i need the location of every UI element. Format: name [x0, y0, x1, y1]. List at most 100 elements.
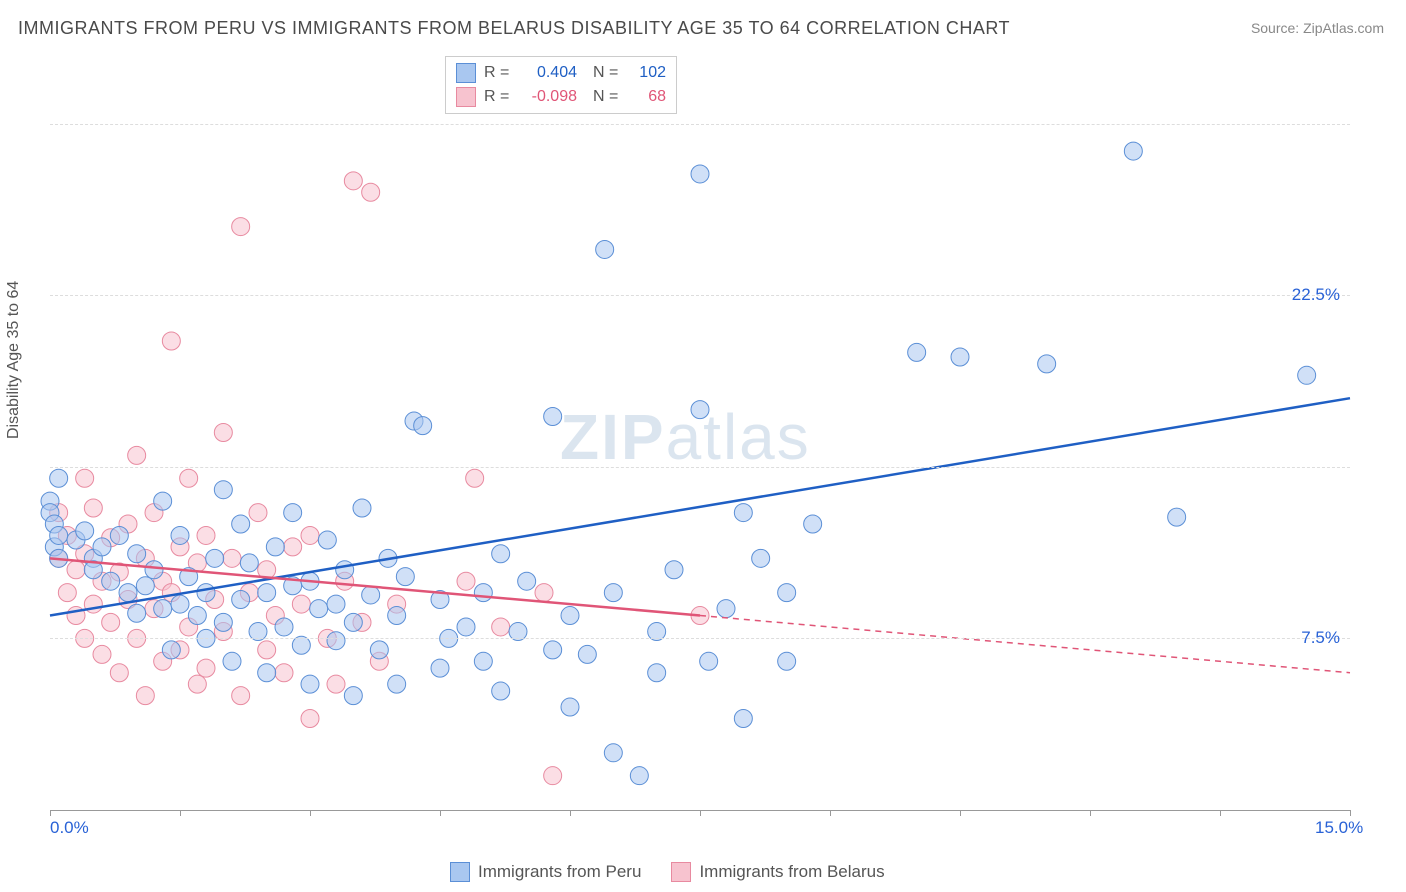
peru-point — [630, 767, 648, 785]
peru-point — [232, 591, 250, 609]
x-tick — [1220, 810, 1221, 816]
y-tick-label: 7.5% — [1301, 628, 1340, 648]
peru-point — [206, 549, 224, 567]
peru-point — [370, 641, 388, 659]
belarus-point — [258, 641, 276, 659]
belarus-point — [301, 709, 319, 727]
peru-point — [734, 504, 752, 522]
peru-point — [327, 595, 345, 613]
peru-point — [734, 709, 752, 727]
belarus-point — [180, 469, 198, 487]
legend-item-belarus: Immigrants from Belarus — [671, 862, 884, 882]
chart-svg — [50, 55, 1350, 810]
peru-r-value: 0.404 — [522, 61, 577, 85]
peru-point — [717, 600, 735, 618]
belarus-point — [232, 218, 250, 236]
y-axis-label: Disability Age 35 to 64 — [5, 281, 23, 439]
belarus-point — [457, 572, 475, 590]
x-tick — [310, 810, 311, 816]
peru-legend-label: Immigrants from Peru — [478, 862, 641, 882]
peru-point — [188, 607, 206, 625]
belarus-point — [110, 664, 128, 682]
peru-point — [318, 531, 336, 549]
peru-point — [310, 600, 328, 618]
peru-point — [431, 659, 449, 677]
peru-point — [700, 652, 718, 670]
chart-title: IMMIGRANTS FROM PERU VS IMMIGRANTS FROM … — [18, 18, 1010, 39]
peru-point — [778, 652, 796, 670]
peru-point — [388, 607, 406, 625]
peru-point — [93, 538, 111, 556]
peru-point — [396, 568, 414, 586]
grid-line — [50, 124, 1350, 125]
peru-point — [778, 584, 796, 602]
peru-point — [214, 613, 232, 631]
peru-point — [128, 604, 146, 622]
peru-point — [362, 586, 380, 604]
peru-point — [596, 240, 614, 258]
n-label: N = — [593, 85, 623, 109]
series-legend: Immigrants from Peru Immigrants from Bel… — [450, 862, 885, 882]
grid-line — [50, 638, 1350, 639]
peru-point — [388, 675, 406, 693]
peru-trendline — [50, 398, 1350, 615]
belarus-point — [162, 332, 180, 350]
belarus-point — [128, 446, 146, 464]
belarus-r-value: -0.098 — [522, 85, 577, 109]
belarus-point — [492, 618, 510, 636]
belarus-point — [136, 687, 154, 705]
peru-point — [752, 549, 770, 567]
peru-point — [561, 698, 579, 716]
x-tick — [830, 810, 831, 816]
belarus-point — [535, 584, 553, 602]
belarus-point — [249, 504, 267, 522]
peru-point — [240, 554, 258, 572]
belarus-point — [58, 584, 76, 602]
peru-swatch-icon — [456, 63, 476, 83]
peru-point — [119, 584, 137, 602]
peru-point — [50, 469, 68, 487]
peru-point — [1038, 355, 1056, 373]
peru-point — [76, 522, 94, 540]
peru-n-value: 102 — [631, 61, 666, 85]
belarus-point — [275, 664, 293, 682]
x-tick — [960, 810, 961, 816]
peru-point — [561, 607, 579, 625]
x-tick — [570, 810, 571, 816]
peru-point — [154, 492, 172, 510]
legend-row-belarus: R = -0.098 N = 68 — [456, 85, 666, 109]
peru-point — [908, 343, 926, 361]
y-tick-label: 22.5% — [1292, 285, 1340, 305]
peru-point — [258, 664, 276, 682]
belarus-swatch-icon — [456, 87, 476, 107]
peru-point — [128, 545, 146, 563]
peru-point — [492, 682, 510, 700]
peru-point — [457, 618, 475, 636]
belarus-point — [93, 645, 111, 663]
peru-point — [50, 526, 68, 544]
peru-point — [474, 652, 492, 670]
belarus-point — [188, 675, 206, 693]
peru-point — [414, 417, 432, 435]
peru-point — [145, 561, 163, 579]
x-tick — [180, 810, 181, 816]
source-attribution: Source: ZipAtlas.com — [1251, 20, 1384, 36]
peru-point — [544, 641, 562, 659]
x-tick-label: 15.0% — [1315, 818, 1363, 838]
peru-point — [604, 584, 622, 602]
r-label: R = — [484, 61, 514, 85]
peru-swatch-icon — [450, 862, 470, 882]
belarus-legend-label: Immigrants from Belarus — [699, 862, 884, 882]
x-tick — [1350, 810, 1351, 816]
peru-point — [275, 618, 293, 636]
legend-row-peru: R = 0.404 N = 102 — [456, 61, 666, 85]
grid-line — [50, 295, 1350, 296]
belarus-point — [197, 659, 215, 677]
peru-point — [544, 407, 562, 425]
belarus-n-value: 68 — [631, 85, 666, 109]
belarus-point — [214, 424, 232, 442]
peru-point — [258, 584, 276, 602]
belarus-point — [301, 526, 319, 544]
peru-point — [665, 561, 683, 579]
peru-point — [518, 572, 536, 590]
